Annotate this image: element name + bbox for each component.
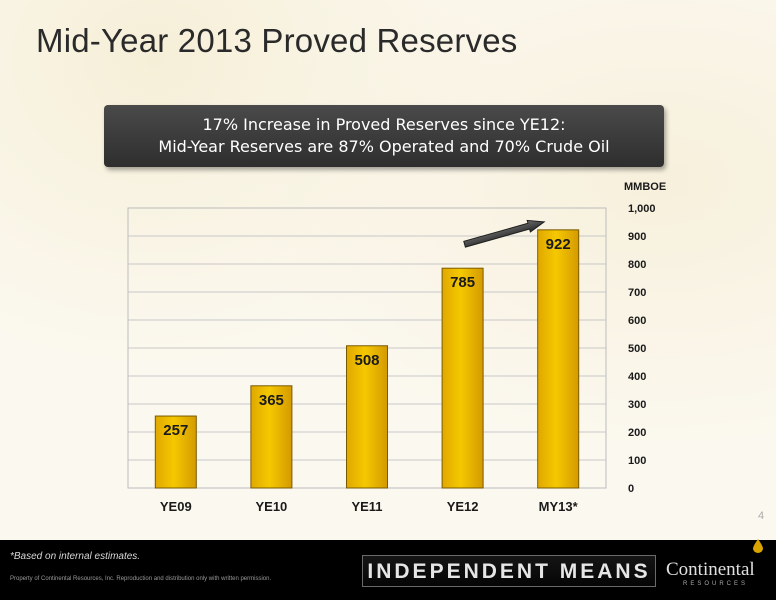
reserves-bar-chart: 257 365 508 785 922 0 100 200 300 400 500 600 700 80… xyxy=(127,181,666,514)
company-logo-text: Continental xyxy=(666,559,755,580)
trend-arrow xyxy=(463,219,546,248)
callout-line-2: Mid-Year Reserves are 87% Operated and 7… xyxy=(158,137,610,156)
bar-ye09 xyxy=(154,415,197,489)
y-tick-label: 900 xyxy=(628,231,646,243)
y-tick-label: 1,000 xyxy=(628,203,656,215)
y-tick-label: 700 xyxy=(628,287,646,299)
y-tick-label: 0 xyxy=(628,483,634,495)
x-tick-label: YE10 xyxy=(255,499,287,514)
growth-arrow xyxy=(463,219,546,248)
y-axis-label: MMBOE xyxy=(624,181,666,193)
data-label: 257 xyxy=(163,422,188,439)
x-tick-label: YE12 xyxy=(447,499,479,514)
data-label: 365 xyxy=(259,392,284,409)
gridlines xyxy=(127,207,607,489)
brand-banner: INDEPENDENT MEANS xyxy=(362,555,656,587)
callout-line-1: 17% Increase in Proved Reserves since YE… xyxy=(202,115,566,134)
y-tick-label: 500 xyxy=(628,343,646,355)
y-tick-label: 200 xyxy=(628,427,646,439)
data-label: 508 xyxy=(354,352,379,369)
y-tick-label: 400 xyxy=(628,371,646,383)
y-tick-label: 800 xyxy=(628,259,646,271)
footnote: *Based on internal estimates. xyxy=(10,551,141,562)
company-logo-subtext: RESOURCES xyxy=(683,581,749,587)
x-tick-label: YE09 xyxy=(160,499,192,514)
x-tick-label: YE11 xyxy=(351,499,382,514)
bar-my13 xyxy=(537,229,580,489)
bars xyxy=(154,229,580,489)
x-tick-label: MY13* xyxy=(539,499,579,514)
y-tick-label: 300 xyxy=(628,399,646,411)
callout-box: 17% Increase in Proved Reserves since YE… xyxy=(104,105,664,167)
data-label: 785 xyxy=(450,274,475,291)
y-tick-label: 600 xyxy=(628,315,646,327)
bar-ye10 xyxy=(250,385,293,489)
page-number: 4 xyxy=(758,510,765,522)
oil-drop-icon xyxy=(753,539,763,553)
bar-ye12 xyxy=(441,267,484,489)
y-tick-label: 100 xyxy=(628,455,646,467)
data-label: 922 xyxy=(546,236,571,253)
copyright-text: Property of Continental Resources, Inc. … xyxy=(10,576,272,582)
slide-title: Mid-Year 2013 Proved Reserves xyxy=(36,22,518,59)
axes: 0 100 200 300 400 500 600 700 800 900 1,000 MMBOE YE… xyxy=(160,181,666,514)
bar-ye11 xyxy=(346,345,388,489)
data-labels: 257 365 508 785 922 xyxy=(163,236,570,439)
